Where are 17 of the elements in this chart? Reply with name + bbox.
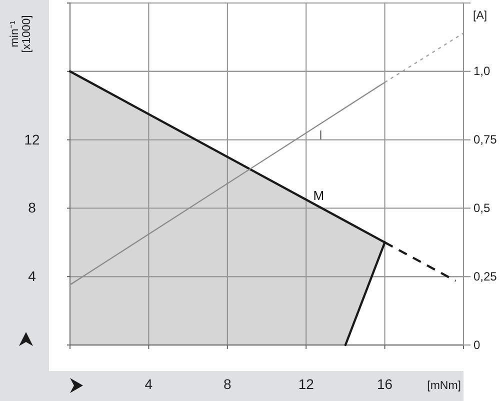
- series-label: I: [318, 127, 323, 142]
- y-tick-label: 8: [28, 200, 36, 216]
- y-axis-title: min⁻¹ [x1000]: [9, 15, 33, 53]
- y2-tick-label: 0,25: [474, 269, 498, 284]
- y2-tick-label: 0,5: [474, 201, 491, 216]
- series-label: M: [313, 188, 324, 203]
- y2-tick-label: 0: [474, 338, 480, 352]
- y2-axis-title: [A]: [473, 10, 488, 22]
- x-tick-label: 12: [298, 376, 314, 392]
- y2-tick-label: 0,75: [474, 132, 498, 147]
- x-tick-label: 8: [224, 376, 232, 392]
- x-tick-label: 4: [144, 376, 153, 392]
- y2-tick-label: 1,0: [474, 64, 491, 78]
- y-tick-label: 4: [28, 268, 36, 284]
- x-tick-label: 16: [377, 376, 393, 392]
- x-axis-title: [mNm]: [427, 380, 461, 392]
- y-tick-label: 12: [24, 131, 40, 148]
